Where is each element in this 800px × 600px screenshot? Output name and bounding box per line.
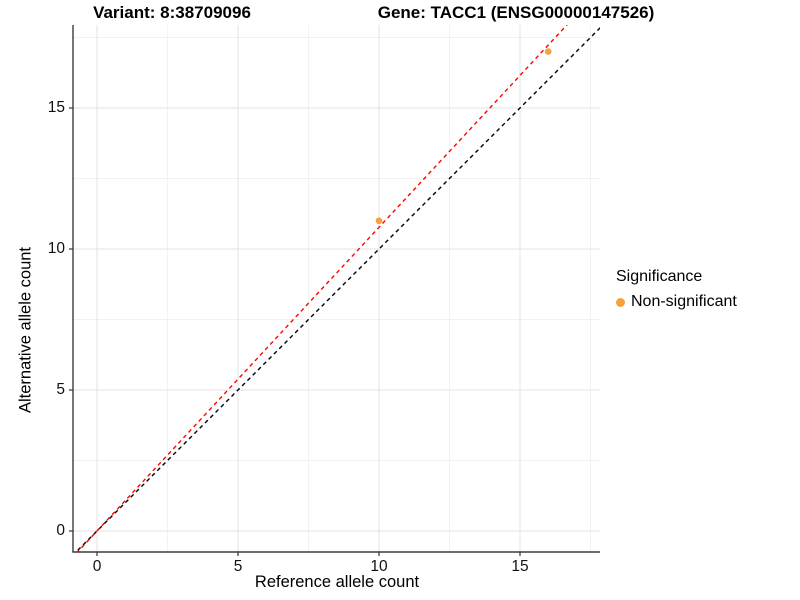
x-tick-label: 15 bbox=[511, 558, 529, 575]
y-tick-label: 0 bbox=[56, 522, 65, 539]
identity-line bbox=[75, 27, 600, 552]
axis-lines bbox=[72, 25, 600, 553]
tick-marks bbox=[69, 107, 521, 556]
legend: Significance Non-significant bbox=[616, 268, 737, 311]
x-tick-label: 5 bbox=[233, 558, 243, 575]
legend-item-label: Non-significant bbox=[631, 293, 737, 310]
y-tick-label: 5 bbox=[56, 381, 65, 398]
legend-item-non-significant: Non-significant bbox=[616, 293, 737, 311]
x-tick-label: 0 bbox=[92, 558, 102, 575]
gene-title: Gene: TACC1 (ENSG00000147526) bbox=[377, 3, 655, 22]
legend-title: Significance bbox=[616, 268, 703, 285]
minor-gridlines bbox=[73, 25, 600, 552]
non-significant-point-icon bbox=[616, 297, 625, 307]
x-tick-label: 10 bbox=[370, 558, 388, 575]
major-gridlines bbox=[73, 25, 600, 552]
fit-line bbox=[76, 25, 568, 552]
y-tick-label: 15 bbox=[47, 99, 65, 116]
y-axis-title: Alternative allele count bbox=[16, 246, 35, 414]
y-tick-label: 10 bbox=[47, 240, 65, 257]
data-point bbox=[375, 217, 383, 225]
variant-title: Variant: 8:38709096 bbox=[93, 3, 251, 22]
x-axis-title: Reference allele count bbox=[254, 573, 420, 591]
data-point bbox=[544, 48, 552, 55]
